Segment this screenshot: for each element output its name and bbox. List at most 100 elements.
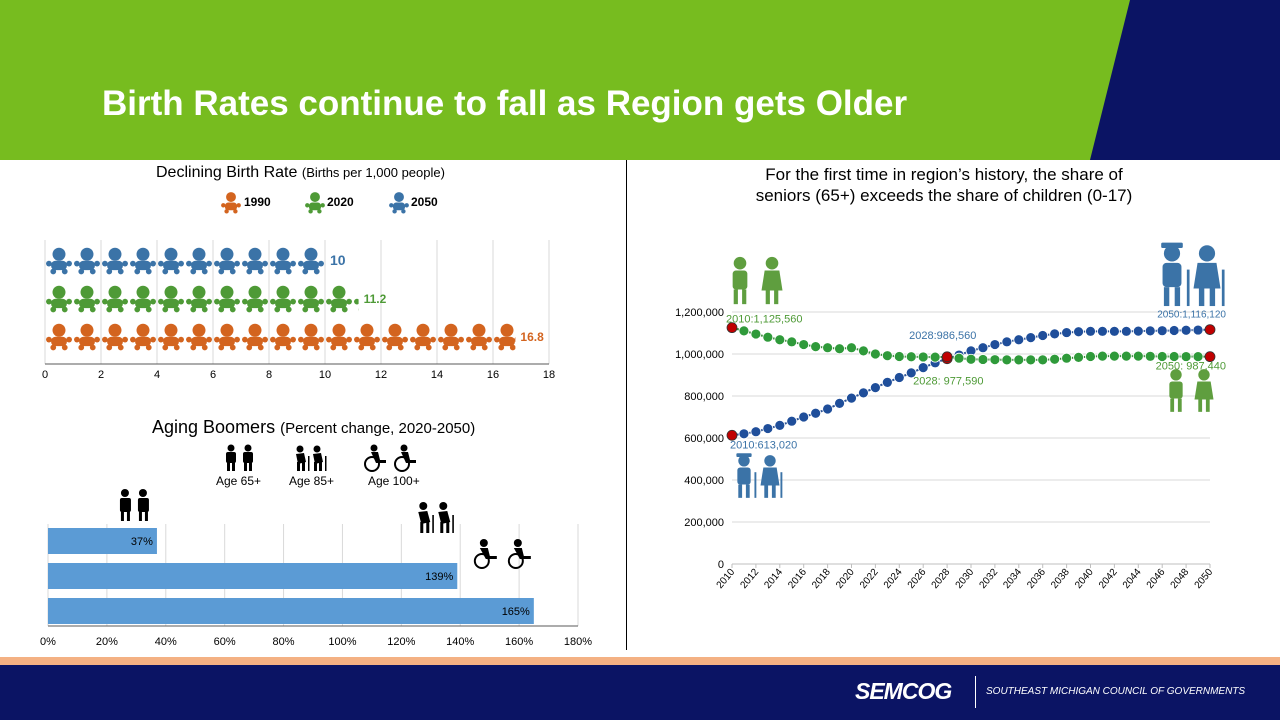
- leg: [1177, 398, 1182, 412]
- leg: [1174, 287, 1181, 307]
- share-xtick-label: 2022: [858, 567, 881, 591]
- baby-head: [220, 247, 234, 261]
- baby-arm: [66, 260, 72, 267]
- share-annotation: 2028:986,560: [909, 330, 976, 342]
- baby-head: [444, 323, 458, 337]
- baby-leg: [229, 306, 236, 313]
- baby-body: [499, 336, 515, 347]
- baby-leg: [414, 344, 421, 351]
- senior-leg: [144, 511, 148, 521]
- body: [732, 270, 748, 290]
- baby-leg: [134, 306, 141, 313]
- leg: [1163, 287, 1170, 307]
- point-seniors: [1180, 324, 1192, 336]
- point-children: [1132, 350, 1144, 362]
- leg: [774, 289, 779, 305]
- head: [1170, 369, 1182, 381]
- point-seniors: [1073, 326, 1084, 338]
- baby-leg: [397, 344, 404, 351]
- baby-icon: [494, 323, 516, 351]
- baby-arm: [242, 298, 248, 305]
- share-xtick-label: 2024: [882, 567, 905, 591]
- aging-boomers-chart: 0% 20% 40% 60% 80% 100% 120% 140% 160% 180% 37% 139…: [40, 489, 592, 648]
- baby-head: [52, 323, 66, 337]
- share-xtick-label: 2020: [834, 567, 857, 591]
- baby-leg: [285, 268, 292, 275]
- senior-leg: [126, 511, 130, 521]
- baby-head: [192, 323, 206, 337]
- senior-head: [479, 539, 488, 547]
- baby-head: [164, 285, 178, 299]
- aging-bar-1: [48, 528, 157, 554]
- body: [1193, 262, 1221, 289]
- baby-head: [276, 323, 290, 337]
- baby-head: [80, 247, 94, 261]
- point-children: [822, 342, 834, 354]
- seniors-cane-icon: [296, 445, 327, 471]
- point-children: [989, 354, 1001, 366]
- senior-man-icon: [736, 453, 757, 498]
- share-xtick-label: 2042: [1097, 567, 1120, 591]
- org-name: SOUTHEAST MICHIGAN COUNCIL OF GOVERNMENT…: [986, 686, 1246, 697]
- baby-arm: [74, 298, 80, 305]
- baby-icon: [438, 323, 464, 351]
- child-boy-icon: [732, 256, 748, 305]
- baby-icon: [242, 247, 268, 275]
- point-children: [1144, 350, 1156, 362]
- body: [1162, 262, 1182, 288]
- baby-leg: [145, 306, 152, 313]
- leg: [1209, 287, 1216, 307]
- baby-leg: [386, 344, 393, 351]
- senior-leg: [138, 511, 142, 521]
- point-seniors: [905, 367, 917, 379]
- baby-arm: [234, 336, 240, 343]
- baby-head: [304, 285, 318, 299]
- point-children: [1097, 350, 1108, 362]
- leg: [742, 289, 747, 305]
- baby-leg: [218, 306, 225, 313]
- point-seniors: [1168, 325, 1180, 336]
- point-children: [834, 343, 845, 355]
- aging-xtick-label: 40%: [155, 636, 177, 648]
- share-ytick-label: 200,000: [684, 517, 724, 529]
- senior-woman-icon: [760, 455, 783, 498]
- aging-xtick-label: 100%: [328, 636, 356, 648]
- baby-icon: [326, 323, 352, 351]
- aging-xtick-label: 0%: [40, 636, 56, 648]
- share-annotation: 2050: 987,440: [1156, 361, 1226, 373]
- baby-icon: [46, 247, 72, 275]
- baby-head: [332, 285, 346, 299]
- cane: [754, 472, 757, 498]
- baby-head: [52, 247, 66, 261]
- baby-arm: [354, 336, 360, 343]
- aging-data-label: 165%: [502, 606, 530, 618]
- baby-leg: [498, 344, 505, 351]
- baby-arm: [214, 260, 220, 267]
- baby-leg: [313, 344, 320, 351]
- baby-leg: [246, 344, 253, 351]
- point-children: [977, 354, 989, 365]
- aging-xtick-label: 80%: [273, 636, 295, 648]
- baby-arm: [290, 260, 296, 267]
- logo-separator: [975, 676, 976, 708]
- cane: [780, 472, 783, 498]
- leg: [1205, 398, 1210, 412]
- footer-bar: [0, 665, 1280, 720]
- baby-icon: [130, 247, 156, 275]
- baby-icon: [158, 285, 184, 313]
- senior-leg: [120, 511, 124, 521]
- senior-head: [513, 539, 522, 547]
- baby-leg: [229, 344, 236, 351]
- point-seniors: [726, 429, 738, 441]
- share-annotation: 2028: 977,590: [913, 376, 983, 388]
- baby-arm: [186, 336, 192, 343]
- baby-arm: [402, 336, 408, 343]
- baby-leg: [145, 268, 152, 275]
- baby-leg: [173, 306, 180, 313]
- baby-leg: [369, 344, 376, 351]
- baby-arm: [270, 298, 276, 305]
- baby-icon: [102, 247, 128, 275]
- baby-body: [51, 260, 67, 271]
- baby-arm: [318, 260, 324, 267]
- child-girl-icon: [761, 256, 783, 305]
